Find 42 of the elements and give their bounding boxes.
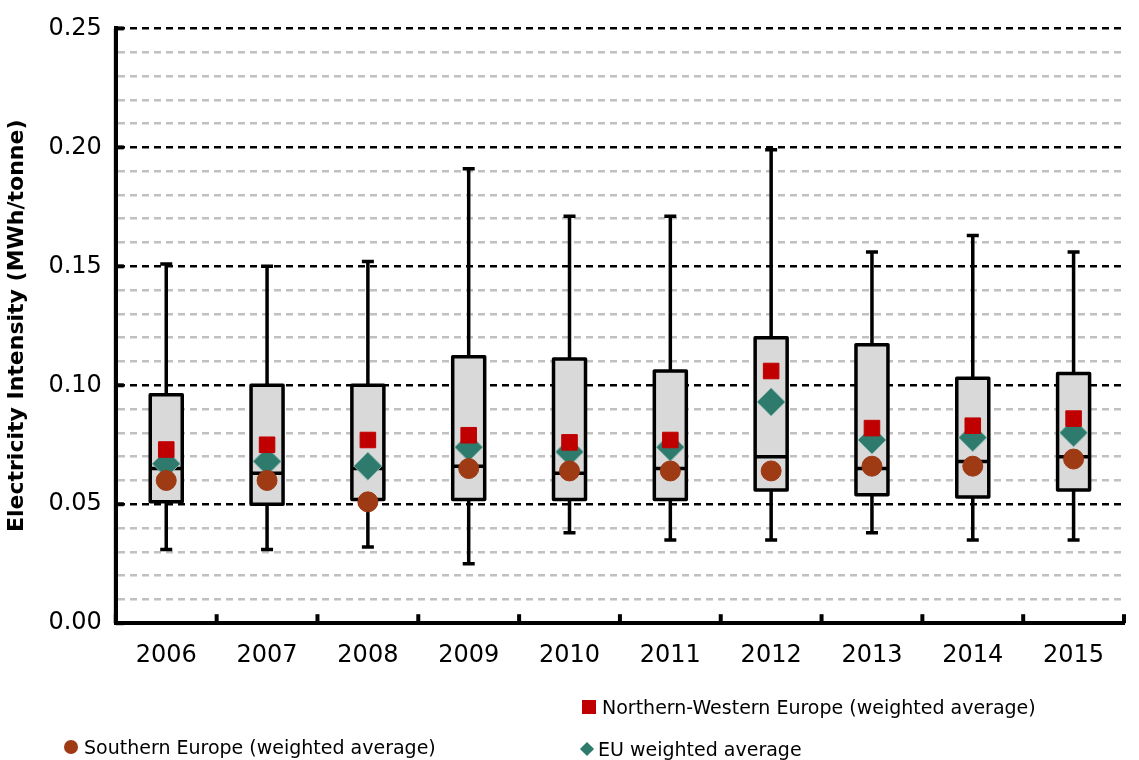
y-tick-label: 0.15 xyxy=(48,250,102,279)
x-tick-label: 2012 xyxy=(740,639,802,668)
legend-label: Southern Europe (weighted average) xyxy=(84,736,436,758)
legend-label: EU weighted average xyxy=(598,738,802,760)
x-tick-label: 2008 xyxy=(337,639,399,668)
point xyxy=(157,441,175,458)
legend-label: Northern-Western Europe (weighted average) xyxy=(602,696,1036,718)
x-tick-label: 2006 xyxy=(135,639,197,668)
point xyxy=(460,426,477,444)
x-tick-label: 2015 xyxy=(1043,639,1105,668)
y-tick-label: 0.25 xyxy=(48,12,102,41)
point xyxy=(861,455,883,477)
x-tick-label: 2010 xyxy=(538,639,601,668)
y-tick-label: 0.05 xyxy=(48,488,102,517)
point xyxy=(760,460,782,482)
point xyxy=(458,458,480,480)
point xyxy=(1065,410,1082,427)
x-tick-label: 2014 xyxy=(942,639,1004,668)
point xyxy=(1063,448,1085,470)
point xyxy=(359,431,377,449)
point xyxy=(561,434,578,451)
x-tick-label: 2009 xyxy=(438,639,500,668)
point xyxy=(256,469,278,491)
point xyxy=(659,460,681,482)
y-tick-label: 0.20 xyxy=(48,131,102,160)
point xyxy=(258,436,276,454)
point xyxy=(662,431,679,449)
y-tick-label: 0.00 xyxy=(48,607,102,636)
x-tick-label: 2013 xyxy=(841,639,903,668)
x-tick-label: 2011 xyxy=(639,639,701,668)
point xyxy=(762,362,780,380)
point xyxy=(559,460,581,482)
point xyxy=(964,417,982,435)
point xyxy=(155,469,177,491)
x-tick-label: 2007 xyxy=(236,639,298,668)
point xyxy=(357,491,379,513)
point xyxy=(962,455,984,477)
point xyxy=(863,419,881,437)
point xyxy=(756,387,786,417)
point xyxy=(353,451,383,481)
y-axis-title: Electricity Intensity (MWh/tonne) xyxy=(2,119,28,533)
y-tick-label: 0.10 xyxy=(48,369,102,398)
